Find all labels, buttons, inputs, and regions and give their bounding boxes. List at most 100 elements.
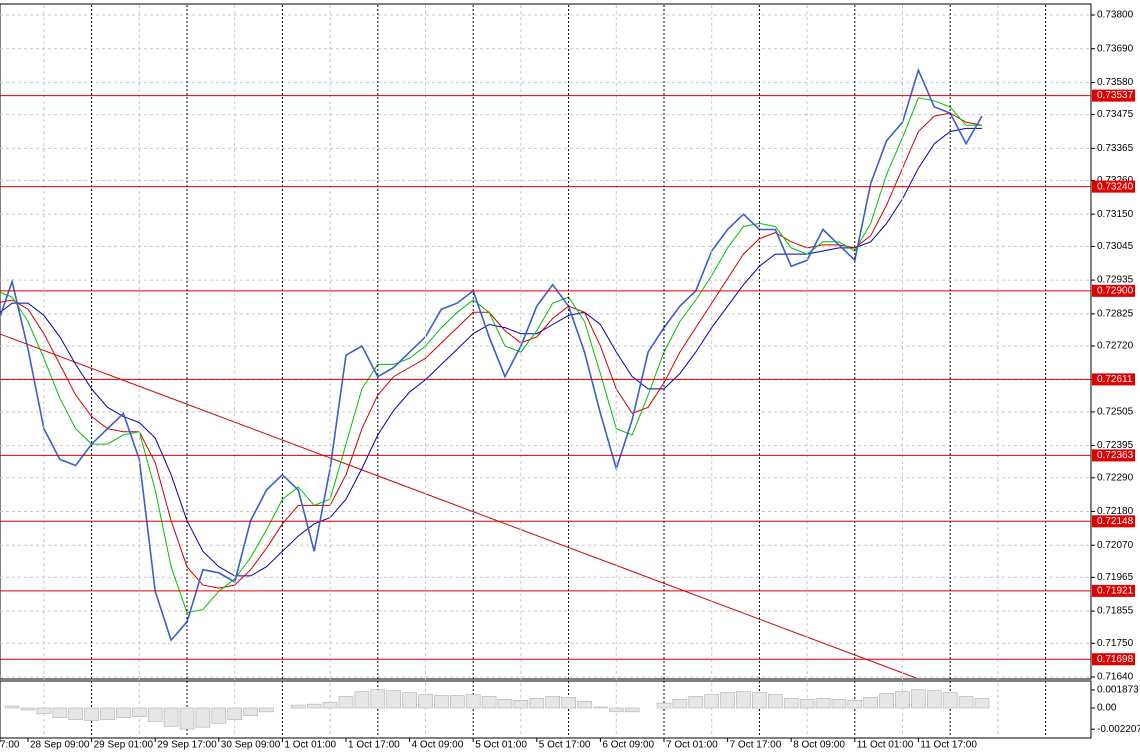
- osc-bar: [911, 689, 926, 709]
- level-tag: [1092, 373, 1135, 386]
- y-tick-label: 0.73800: [1097, 10, 1134, 21]
- osc-bar: [847, 699, 863, 709]
- osc-bar: [561, 697, 576, 709]
- osc-bar: [672, 699, 688, 709]
- osc-bar: [481, 696, 497, 709]
- osc-bar: [434, 695, 449, 709]
- level-label: 0.73537: [1097, 90, 1134, 101]
- x-tick-label: 11 Oct 17:00: [920, 740, 977, 751]
- x-tick-label: 11 Oct 01:00: [857, 740, 914, 751]
- osc-bar: [545, 696, 561, 709]
- level-tag: [1092, 180, 1135, 193]
- y-tick-label: 0.72825: [1097, 308, 1134, 319]
- osc-bar: [831, 699, 847, 709]
- osc-bar: [736, 691, 751, 709]
- osc-bar: [624, 707, 640, 713]
- level-label: 0.71921: [1097, 586, 1134, 597]
- osc-bar: [290, 704, 306, 709]
- osc-bar: [799, 699, 815, 709]
- y-tick-label: 0.72395: [1097, 440, 1134, 451]
- osc-bar: [449, 695, 465, 709]
- x-tick-label: 5 Oct 01:00: [475, 740, 527, 751]
- osc-bar: [863, 697, 879, 709]
- level-tag: [1092, 515, 1135, 528]
- osc-bar: [132, 707, 147, 717]
- osc-pane-border: [0, 680, 1092, 739]
- osc-tick-label: 0.00: [1097, 703, 1117, 714]
- osc-bar: [68, 707, 83, 720]
- level-tag: [1092, 584, 1135, 597]
- x-tick-label: 1 Oct 17:00: [348, 740, 400, 751]
- level-tag: [1092, 284, 1135, 297]
- y-tick-label: 0.72180: [1097, 506, 1134, 517]
- osc-bar: [656, 702, 672, 709]
- osc-tick-label: 0.001873: [1097, 685, 1139, 696]
- osc-bar: [895, 691, 910, 709]
- osc-bar: [465, 694, 481, 709]
- x-tick-label: 7:00: [0, 740, 20, 751]
- x-tick-label: 6 Oct 09:00: [602, 740, 654, 751]
- osc-bar: [52, 707, 68, 718]
- osc-bar: [577, 700, 592, 709]
- y-tick-label: 0.71855: [1097, 606, 1134, 617]
- osc-bar: [306, 703, 322, 709]
- osc-bar: [879, 693, 894, 709]
- series-line: [0, 112, 983, 589]
- x-tick-label: 5 Oct 17:00: [539, 740, 591, 751]
- x-tick-label: 29 Sep 17:00: [157, 740, 217, 751]
- main-pane-border: [0, 3, 1092, 680]
- osc-bar: [513, 699, 529, 709]
- y-tick-label: 0.73475: [1097, 109, 1134, 120]
- osc-bar: [322, 701, 338, 709]
- y-tick-label: 0.72720: [1097, 341, 1134, 352]
- osc-bar: [84, 707, 99, 721]
- osc-bar: [529, 698, 545, 709]
- osc-bar: [36, 707, 52, 715]
- y-tick-label: 0.71750: [1097, 638, 1134, 649]
- osc-bar: [942, 692, 958, 709]
- osc-bar: [243, 707, 258, 716]
- x-tick-label: 7 Oct 01:00: [666, 740, 718, 751]
- level-tag: [1092, 89, 1135, 102]
- osc-bar: [20, 707, 36, 711]
- osc-bar: [704, 694, 720, 709]
- osc-bar: [195, 707, 211, 728]
- level-label: 0.71698: [1097, 654, 1134, 665]
- y-tick-label: 0.73150: [1097, 209, 1134, 220]
- osc-bar: [958, 696, 974, 709]
- osc-bar: [211, 707, 227, 724]
- y-tick-label: 0.73690: [1097, 43, 1134, 54]
- x-tick-label: 29 Sep 01:00: [94, 740, 154, 751]
- osc-bar: [974, 698, 990, 709]
- x-tick-label: 4 Oct 09:00: [412, 740, 464, 751]
- y-tick-label: 0.73580: [1097, 77, 1134, 88]
- osc-bar: [259, 707, 274, 713]
- level-label: 0.73240: [1097, 181, 1134, 192]
- osc-bar: [783, 698, 799, 709]
- osc-bar: [608, 707, 624, 713]
- osc-bar: [767, 694, 783, 709]
- osc-bar: [354, 691, 370, 709]
- osc-bar: [179, 707, 195, 730]
- x-tick-label: 1 Oct 01:00: [284, 740, 336, 751]
- osc-bar: [147, 707, 163, 722]
- osc-bar: [926, 690, 942, 709]
- osc-bar: [116, 707, 131, 718]
- osc-bar: [418, 694, 433, 709]
- level-tag: [1092, 449, 1135, 462]
- osc-tick-label: -0.002207: [1097, 724, 1140, 735]
- osc-bar: [370, 689, 386, 709]
- y-tick-label: 0.73045: [1097, 241, 1134, 252]
- y-tick-label: 0.72935: [1097, 275, 1134, 286]
- osc-bar: [593, 706, 608, 709]
- osc-bar: [752, 692, 767, 709]
- level-label: 0.72363: [1097, 450, 1134, 461]
- y-tick-label: 0.72505: [1097, 407, 1134, 418]
- osc-bar: [4, 705, 20, 709]
- trendline: [0, 333, 918, 678]
- level-label: 0.72900: [1097, 285, 1134, 296]
- x-tick-label: 30 Sep 09:00: [221, 740, 281, 751]
- osc-bar: [497, 699, 513, 709]
- osc-bar: [227, 707, 242, 720]
